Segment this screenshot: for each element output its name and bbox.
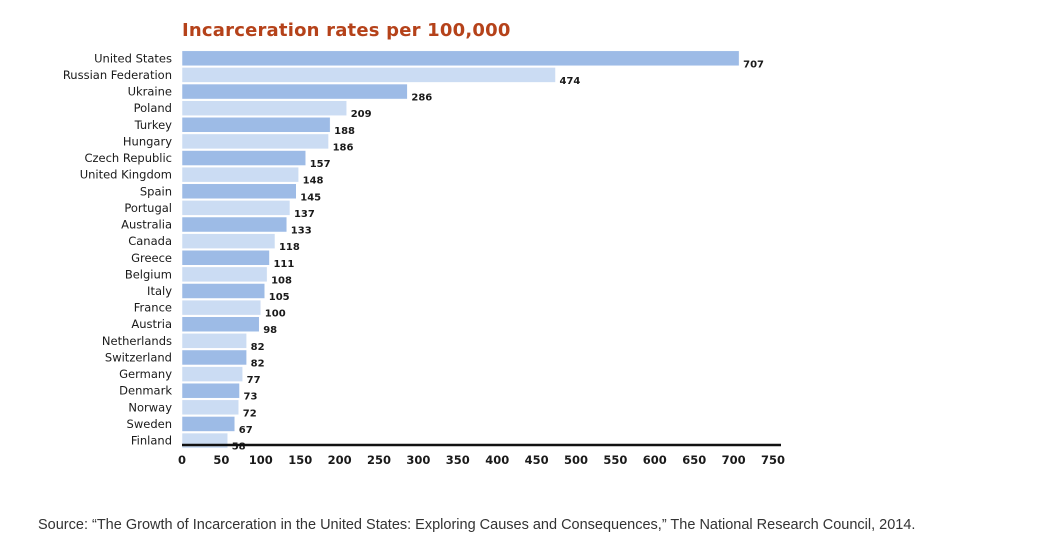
category-label: Sweden: [127, 417, 172, 431]
category-label: Portugal: [124, 201, 172, 215]
value-label: 72: [243, 408, 257, 419]
category-label: Russian Federation: [63, 68, 172, 82]
category-label: Finland: [131, 434, 172, 448]
bar: [181, 250, 270, 266]
x-tick-label: 300: [406, 453, 430, 467]
x-tick-label: 250: [367, 453, 391, 467]
bar: [181, 399, 239, 416]
category-label: Switzerland: [105, 350, 172, 364]
category-label: Turkey: [134, 118, 173, 132]
value-label: 58: [232, 442, 246, 453]
bar: [181, 117, 331, 133]
x-tick-label: 100: [249, 453, 273, 467]
category-labels: United States Russian Federation Ukraine Po…: [63, 51, 173, 447]
chart-title: Incarceration rates per 100,000: [182, 20, 511, 41]
category-label: Austria: [131, 317, 172, 331]
value-label: 82: [251, 342, 265, 353]
bar: [181, 416, 236, 432]
bar: [181, 100, 347, 116]
category-label: Netherlands: [102, 334, 172, 348]
bar: [181, 166, 299, 183]
value-label: 186: [333, 142, 354, 153]
bar: [181, 266, 268, 283]
category-label: Hungary: [123, 134, 172, 148]
value-label: 209: [351, 109, 372, 120]
category-label: Italy: [147, 284, 172, 298]
x-tick-label: 650: [682, 453, 706, 467]
x-tick-label: 350: [446, 453, 470, 467]
category-label: Canada: [128, 234, 172, 248]
value-label: 474: [560, 76, 581, 87]
bar: [181, 133, 329, 150]
bar: [181, 183, 297, 200]
x-tick-label: 0: [178, 453, 186, 467]
bar: [181, 200, 291, 216]
value-label: 67: [239, 425, 253, 436]
category-label: United States: [94, 51, 172, 65]
value-label: 286: [411, 93, 432, 104]
category-label: Spain: [140, 184, 172, 198]
value-label: 118: [279, 242, 300, 253]
bar: [181, 67, 556, 83]
value-label: 105: [269, 292, 290, 303]
x-tick-label: 200: [328, 453, 352, 467]
value-label: 82: [251, 358, 265, 369]
value-label: 145: [300, 192, 321, 203]
category-label: Belgium: [125, 267, 172, 281]
category-label: Australia: [121, 218, 172, 232]
bar: [181, 150, 306, 166]
bar: [181, 316, 260, 332]
value-label: 148: [303, 176, 324, 187]
category-label: Poland: [134, 101, 172, 115]
value-label: 707: [743, 59, 764, 70]
value-label: 98: [263, 325, 277, 336]
source-note: Source: “The Growth of Incarceration in …: [38, 517, 916, 533]
bar: [181, 83, 408, 100]
category-label: United Kingdom: [80, 168, 172, 182]
bar: [181, 216, 288, 233]
value-label: 157: [310, 159, 331, 170]
x-tick-label: 700: [722, 453, 746, 467]
value-label: 133: [291, 226, 312, 237]
x-axis-ticks: 0 50 100 150 200 250 300 350 400 450 500 550 600 650 7…: [178, 453, 785, 467]
category-label: Denmark: [119, 384, 172, 398]
x-tick-label: 600: [643, 453, 667, 467]
bar: [181, 382, 240, 399]
value-label: 137: [294, 209, 315, 220]
x-tick-label: 550: [603, 453, 627, 467]
value-label: 77: [247, 375, 261, 386]
bar: [181, 233, 276, 249]
bar: [181, 50, 740, 67]
x-tick-label: 450: [525, 453, 549, 467]
value-label: 73: [244, 392, 258, 403]
bar: [181, 366, 243, 382]
value-label: 100: [265, 309, 286, 320]
value-label: 188: [334, 126, 355, 137]
bar: [181, 333, 247, 349]
category-label: Norway: [128, 400, 172, 414]
x-tick-label: 50: [213, 453, 229, 467]
x-tick-label: 400: [485, 453, 509, 467]
bars-layer: [181, 50, 740, 449]
category-label: Greece: [131, 251, 172, 265]
bar: [181, 299, 262, 316]
value-label: 111: [273, 259, 294, 270]
category-label: Czech Republic: [84, 151, 172, 165]
bar-chart: United States Russian Federation Ukraine Po…: [63, 50, 785, 467]
x-tick-label: 500: [564, 453, 588, 467]
bar: [181, 349, 247, 366]
value-label: 108: [271, 275, 292, 286]
x-tick-label: 750: [761, 453, 785, 467]
category-label: France: [134, 301, 172, 315]
bar: [181, 283, 265, 299]
category-label: Germany: [119, 367, 172, 381]
category-label: Ukraine: [128, 85, 172, 99]
x-tick-label: 150: [288, 453, 312, 467]
